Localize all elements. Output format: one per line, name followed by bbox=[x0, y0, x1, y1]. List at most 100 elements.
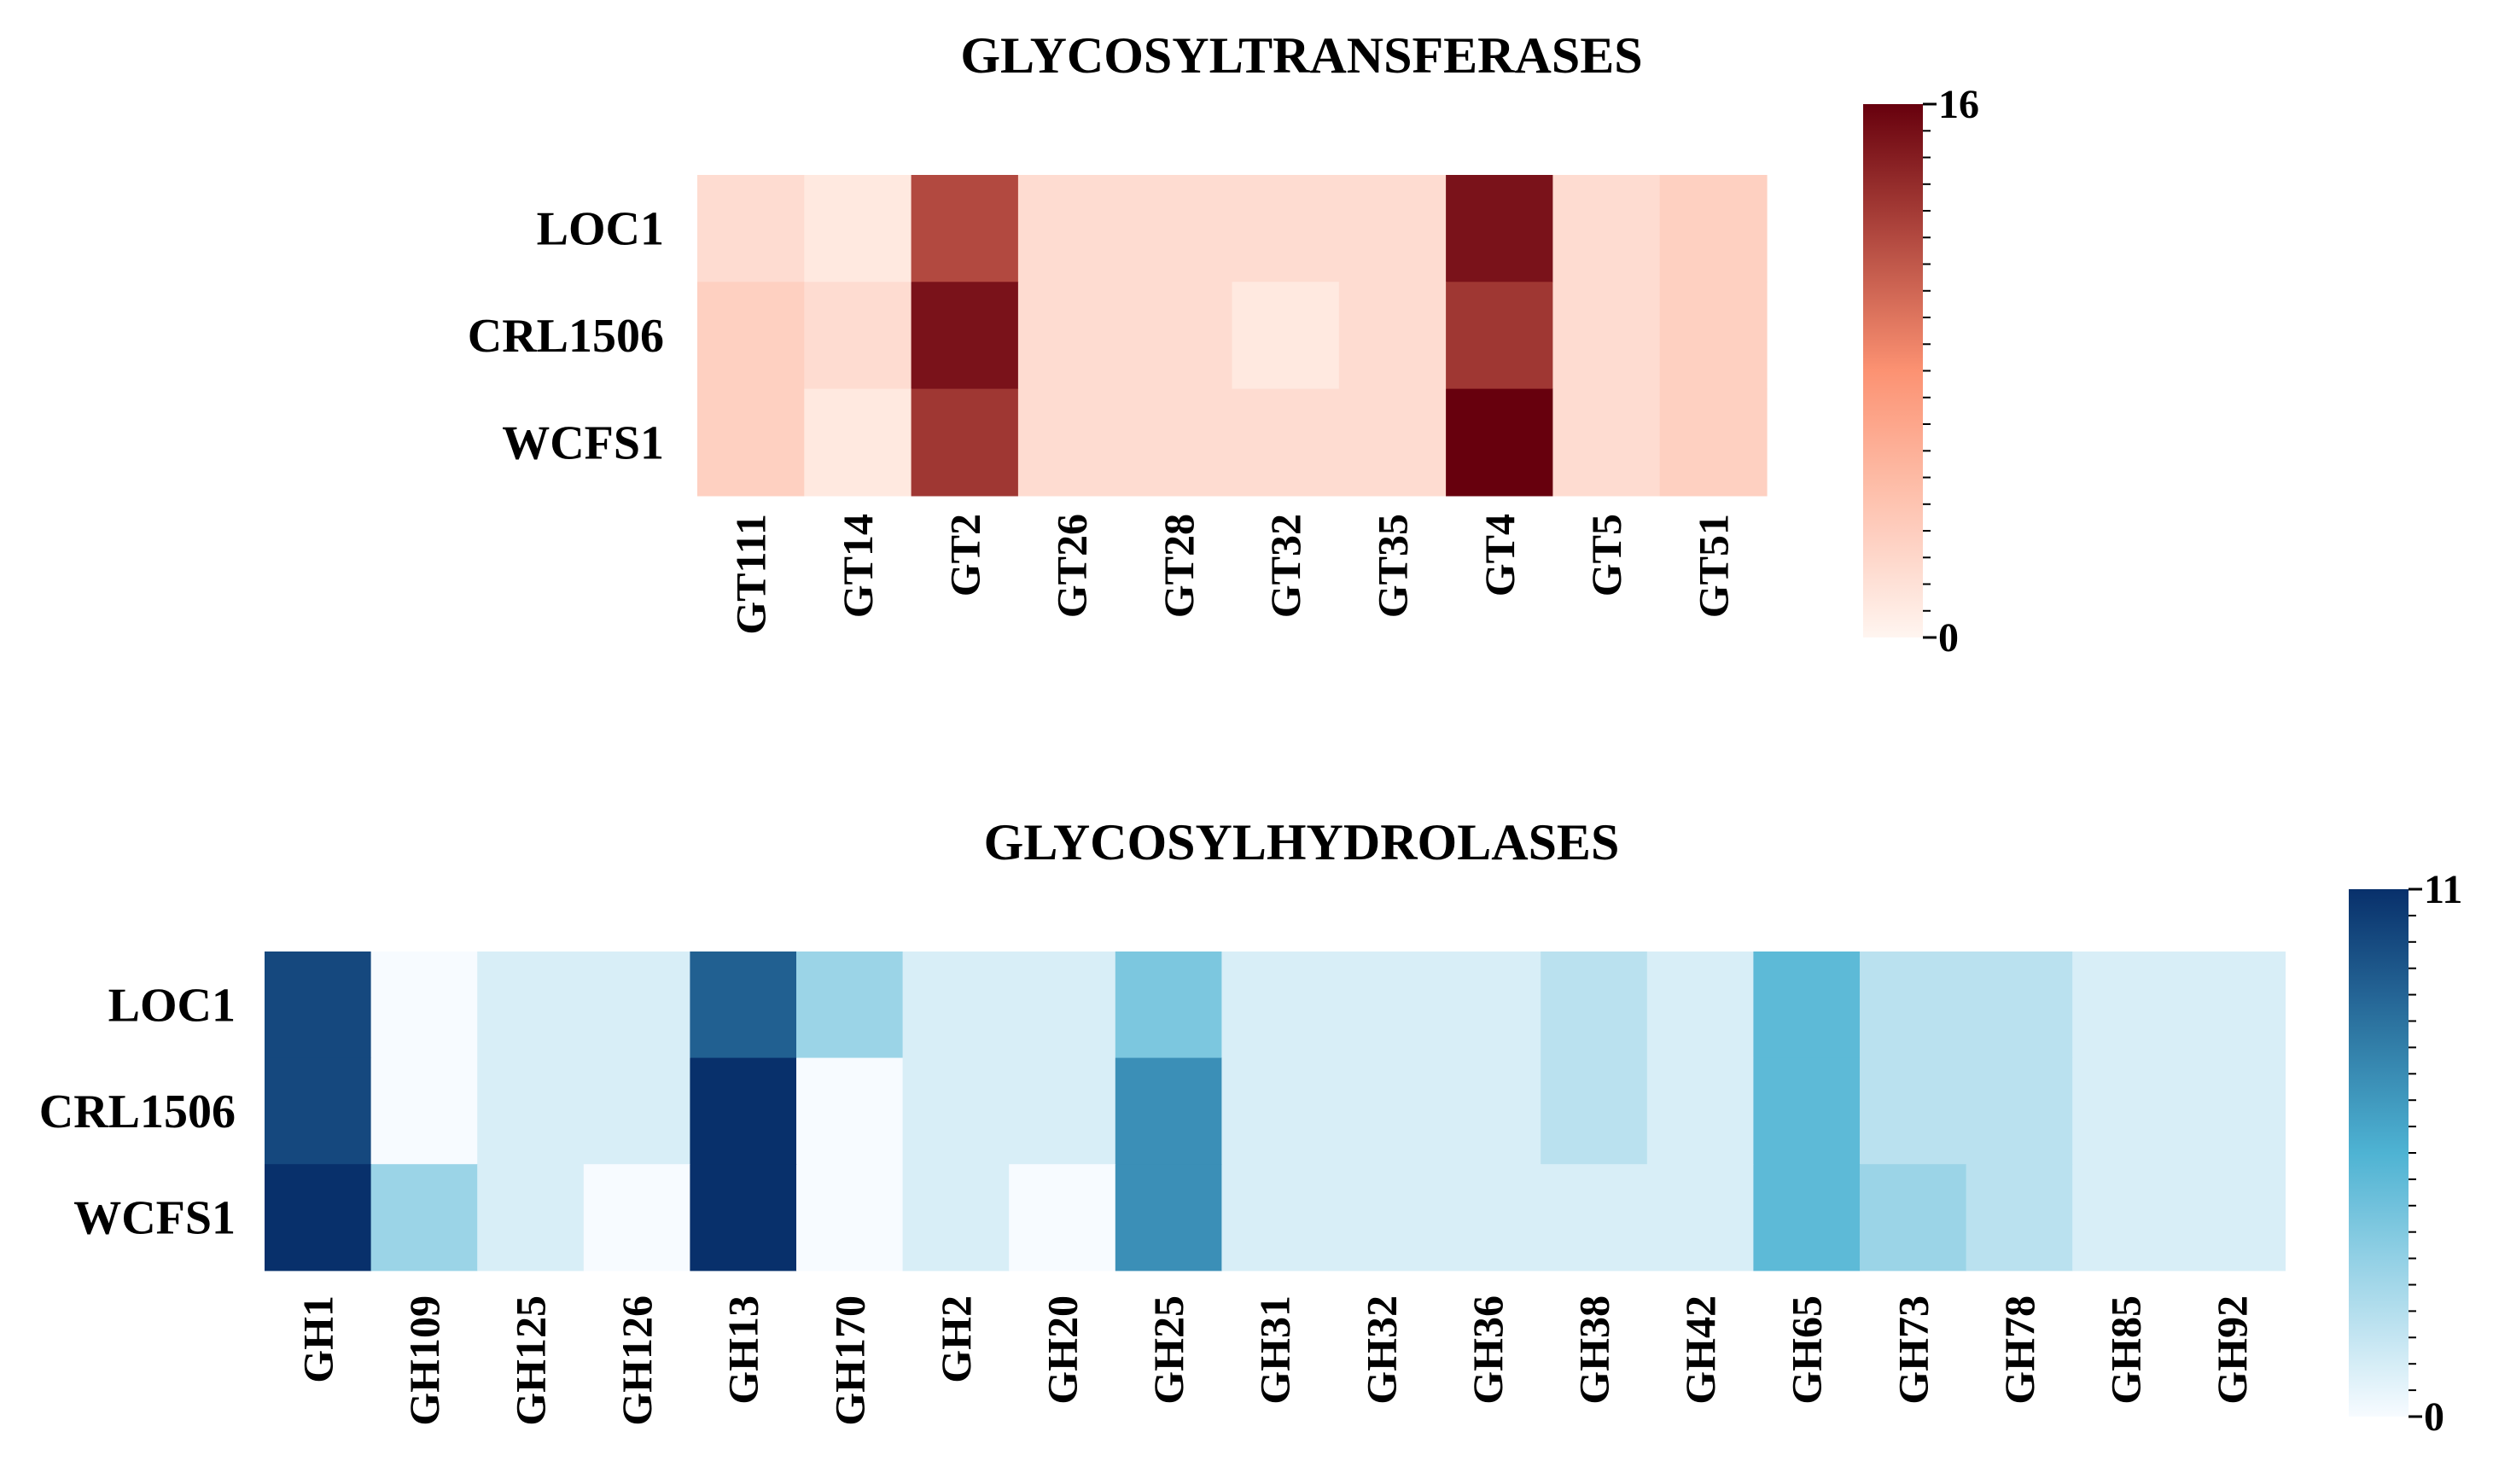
heatmap-cell-crl1506-gh92 bbox=[2178, 1057, 2286, 1165]
heatmap-cell-crl1506-gh20 bbox=[1009, 1057, 1116, 1165]
heatmap-cell-wcfs1-gh20 bbox=[1009, 1164, 1116, 1272]
heatmap-cell-loc1-gh170 bbox=[796, 952, 904, 1059]
heatmap-cell-loc1-gt5 bbox=[1552, 175, 1661, 282]
column-label: GT2 bbox=[941, 514, 988, 597]
heatmap-cell-loc1-gh1 bbox=[265, 952, 372, 1059]
column-label: GH170 bbox=[825, 1295, 873, 1426]
heatmap-cell-crl1506-gh85 bbox=[2072, 1057, 2180, 1165]
heatmap-cell-wcfs1-gh73 bbox=[1860, 1164, 1967, 1272]
heatmap-cell-crl1506-gh109 bbox=[370, 1057, 478, 1165]
column-label: GH25 bbox=[1145, 1295, 1192, 1405]
column-label: GH31 bbox=[1251, 1295, 1299, 1405]
heatmap-cell-loc1-gh126 bbox=[583, 952, 690, 1059]
column-label: GT4 bbox=[1476, 514, 1523, 597]
row-label: WCFS1 bbox=[73, 1192, 236, 1245]
heatmap-cell-crl1506-gh170 bbox=[796, 1057, 904, 1165]
heatmap-cell-wcfs1-gt5 bbox=[1552, 388, 1661, 497]
heatmap-cell-loc1-gh85 bbox=[2072, 952, 2180, 1059]
row-label: LOC1 bbox=[108, 979, 236, 1032]
colorbar-max-label: 16 bbox=[1938, 82, 1979, 127]
heatmap-cell-loc1-gh13 bbox=[690, 952, 797, 1059]
heatmap-cell-wcfs1-gh109 bbox=[370, 1164, 478, 1272]
heatmap-cell-crl1506-gh65 bbox=[1753, 1057, 1861, 1165]
heatmap-cell-wcfs1-gh25 bbox=[1115, 1164, 1222, 1272]
heatmap-cell-crl1506-gh126 bbox=[583, 1057, 690, 1165]
column-label: GH13 bbox=[719, 1295, 767, 1405]
row-label: LOC1 bbox=[537, 203, 664, 256]
column-label: GT51 bbox=[1689, 514, 1737, 618]
colorbar-gradient bbox=[2349, 889, 2409, 1417]
heatmap-cell-wcfs1-gh42 bbox=[1646, 1164, 1754, 1272]
heatmap-cell-loc1-gt51 bbox=[1659, 175, 1768, 282]
heatmap-cell-crl1506-gh32 bbox=[1328, 1057, 1436, 1165]
column-label: GH32 bbox=[1357, 1295, 1405, 1405]
heatmap-cell-loc1-gt28 bbox=[1125, 175, 1233, 282]
heatmap-cell-crl1506-gh73 bbox=[1860, 1057, 1967, 1165]
column-label: GH109 bbox=[400, 1295, 448, 1426]
heatmap-cell-loc1-gt4 bbox=[1446, 175, 1553, 282]
heatmap-cell-loc1-gh31 bbox=[1221, 952, 1329, 1059]
column-label: GT26 bbox=[1048, 514, 1096, 618]
heatmap-cell-loc1-gt26 bbox=[1017, 175, 1126, 282]
heatmap-cell-crl1506-gt35 bbox=[1338, 282, 1447, 390]
heatmap-cell-crl1506-gh38 bbox=[1541, 1057, 1648, 1165]
heatmap-cell-wcfs1-gh31 bbox=[1221, 1164, 1329, 1272]
heatmap-cell-wcfs1-gh2 bbox=[902, 1164, 1010, 1272]
heatmap-cell-crl1506-gh1 bbox=[265, 1057, 372, 1165]
heatmap-cell-loc1-gt35 bbox=[1338, 175, 1447, 282]
column-label: GH1 bbox=[294, 1295, 341, 1383]
heatmap-cell-wcfs1-gt2 bbox=[911, 388, 1019, 497]
heatmap-cell-crl1506-gt32 bbox=[1232, 282, 1340, 390]
heatmap-cell-wcfs1-gh32 bbox=[1328, 1164, 1436, 1272]
column-label: GT111 bbox=[727, 514, 775, 635]
heatmap-cell-loc1-gh42 bbox=[1646, 952, 1754, 1059]
heatmap-cell-loc1-gh20 bbox=[1009, 952, 1116, 1059]
heatmap-cell-crl1506-gt4 bbox=[1446, 282, 1553, 390]
colorbar-gradient bbox=[1863, 104, 1923, 637]
colorbar-min-label: 0 bbox=[2424, 1394, 2444, 1440]
chart-title: GLYCOSYLTRANSFERASES bbox=[960, 27, 1642, 84]
heatmap-cell-wcfs1-gh65 bbox=[1753, 1164, 1861, 1272]
heatmap-cell-crl1506-gh31 bbox=[1221, 1057, 1329, 1165]
column-label: GH126 bbox=[613, 1295, 661, 1426]
heatmap-cell-loc1-gh25 bbox=[1115, 952, 1222, 1059]
heatmap-cell-wcfs1-gh92 bbox=[2178, 1164, 2286, 1272]
column-label: GH92 bbox=[2208, 1295, 2256, 1405]
heatmap-cell-crl1506-gt28 bbox=[1125, 282, 1233, 390]
heatmap-cell-wcfs1-gt32 bbox=[1232, 388, 1340, 497]
column-labels: GT111 GT14 GT2 GT26 GT28 GT32 GT35 GT4 GT5 GT51 bbox=[727, 514, 1738, 635]
glycosyltransferases-heatmap: GLYCOSYLTRANSFERASES LOC1 CRL1506 WCFS1 GT… bbox=[468, 27, 1979, 661]
heatmap-cell-crl1506-gt26 bbox=[1017, 282, 1126, 390]
column-label: GT5 bbox=[1582, 514, 1630, 597]
heatmap-cell-loc1-gh65 bbox=[1753, 952, 1861, 1059]
heatmap-cell-loc1-gh32 bbox=[1328, 952, 1436, 1059]
heatmap-cell-loc1-gh36 bbox=[1434, 952, 1541, 1059]
heatmap-cell-crl1506-gt5 bbox=[1552, 282, 1661, 390]
heatmap-cell-crl1506-gt111 bbox=[697, 282, 805, 390]
colorbar: 11 0 bbox=[2349, 867, 2462, 1440]
glycosylhydrolases-heatmap: GLYCOSYLHYDROLASES LOC1 CRL1506 WCFS1 GH1 G… bbox=[39, 814, 2463, 1440]
column-label: GH85 bbox=[2102, 1295, 2150, 1405]
heatmap-cell-crl1506-gh25 bbox=[1115, 1057, 1222, 1165]
column-label: GT28 bbox=[1155, 514, 1203, 618]
heatmap-cell-wcfs1-gh125 bbox=[477, 1164, 585, 1272]
row-label: CRL1506 bbox=[39, 1085, 236, 1138]
chart-title: GLYCOSYLHYDROLASES bbox=[984, 814, 1620, 870]
heatmap-cell-crl1506-gh36 bbox=[1434, 1057, 1541, 1165]
heatmap-cell-loc1-gh92 bbox=[2178, 952, 2286, 1059]
heatmap-cell-wcfs1-gh126 bbox=[583, 1164, 690, 1272]
heatmap-cell-loc1-gh38 bbox=[1541, 952, 1648, 1059]
heatmap-cell-wcfs1-gh13 bbox=[690, 1164, 797, 1272]
column-label: GH42 bbox=[1676, 1295, 1724, 1405]
heatmap-cell-loc1-gh2 bbox=[902, 952, 1010, 1059]
heatmap-cell-loc1-gt14 bbox=[804, 175, 912, 282]
heatmap-cell-loc1-gh125 bbox=[477, 952, 585, 1059]
heatmap-cell-wcfs1-gh85 bbox=[2072, 1164, 2180, 1272]
row-labels: LOC1 CRL1506 WCFS1 bbox=[39, 979, 236, 1244]
column-label: GT14 bbox=[834, 514, 882, 618]
heatmap-cell-crl1506-gh42 bbox=[1646, 1057, 1754, 1165]
column-label: GH20 bbox=[1039, 1295, 1086, 1405]
column-label: GH78 bbox=[1995, 1295, 2043, 1405]
column-label: GT35 bbox=[1369, 514, 1417, 618]
